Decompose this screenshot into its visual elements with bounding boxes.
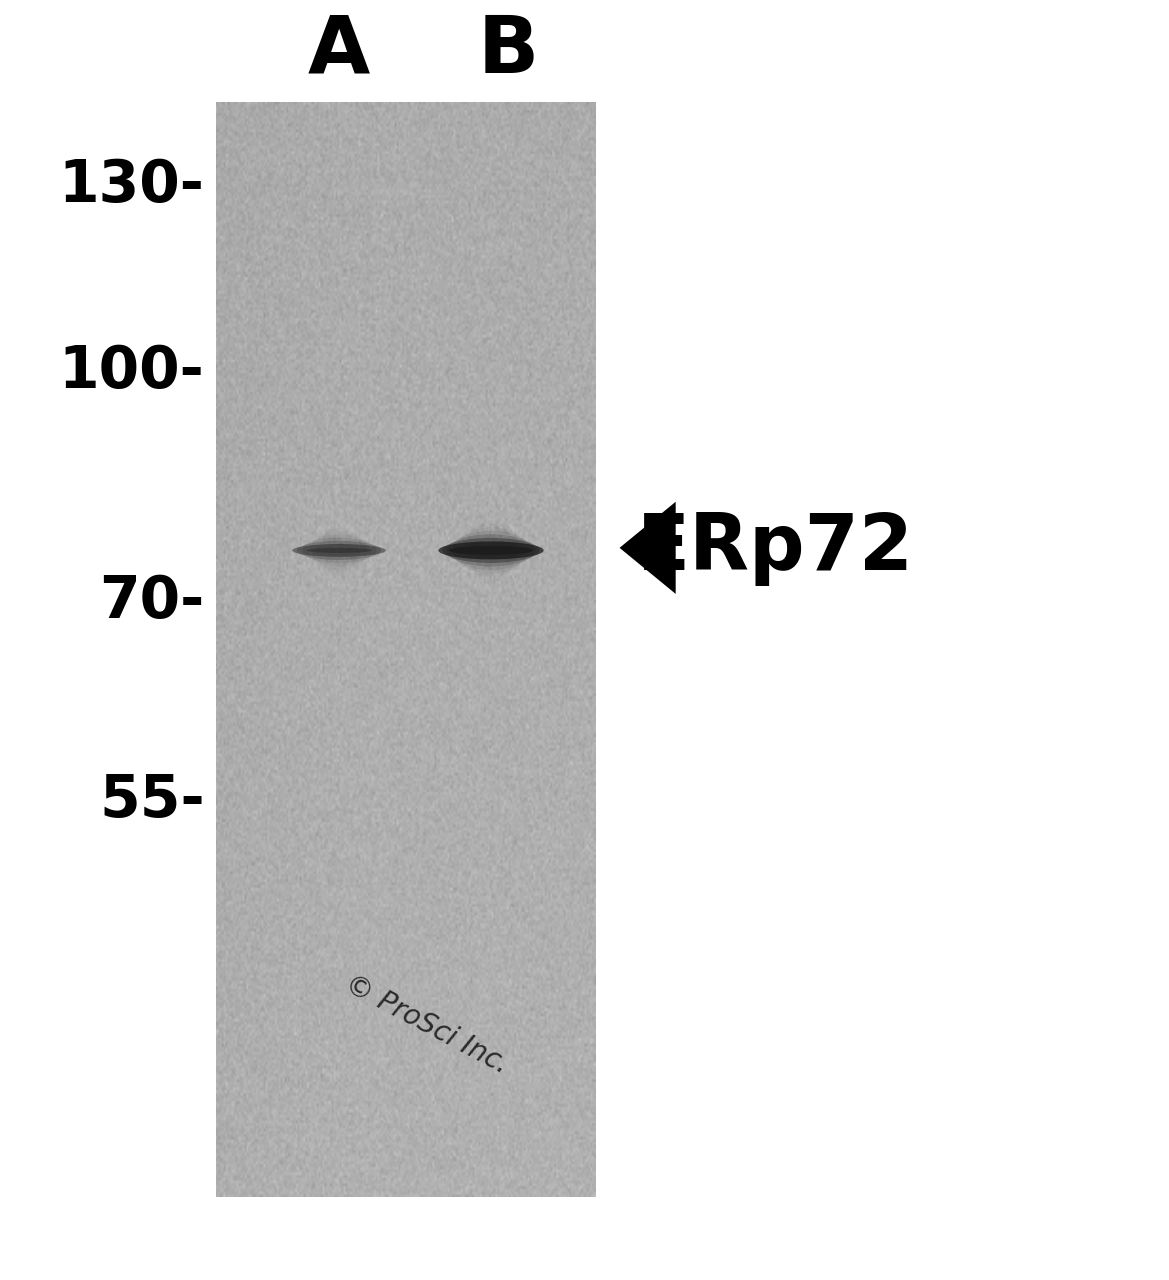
Bar (216, 102, 596, 1197)
Polygon shape (620, 502, 676, 594)
Ellipse shape (447, 534, 535, 567)
Text: © ProSci Inc.: © ProSci Inc. (340, 969, 513, 1079)
Text: 100-: 100- (58, 343, 205, 399)
Text: 70-: 70- (99, 573, 205, 630)
Ellipse shape (443, 538, 539, 563)
Text: 130-: 130- (58, 157, 205, 214)
Ellipse shape (451, 531, 531, 570)
Ellipse shape (306, 535, 372, 566)
Text: A: A (307, 13, 371, 90)
Ellipse shape (292, 544, 386, 557)
Text: 55-: 55- (99, 772, 205, 828)
Ellipse shape (438, 541, 544, 559)
Ellipse shape (302, 538, 376, 563)
Ellipse shape (306, 548, 372, 553)
Ellipse shape (449, 545, 533, 556)
Text: ERp72: ERp72 (637, 509, 914, 586)
Text: B: B (478, 13, 539, 90)
Ellipse shape (297, 540, 381, 561)
